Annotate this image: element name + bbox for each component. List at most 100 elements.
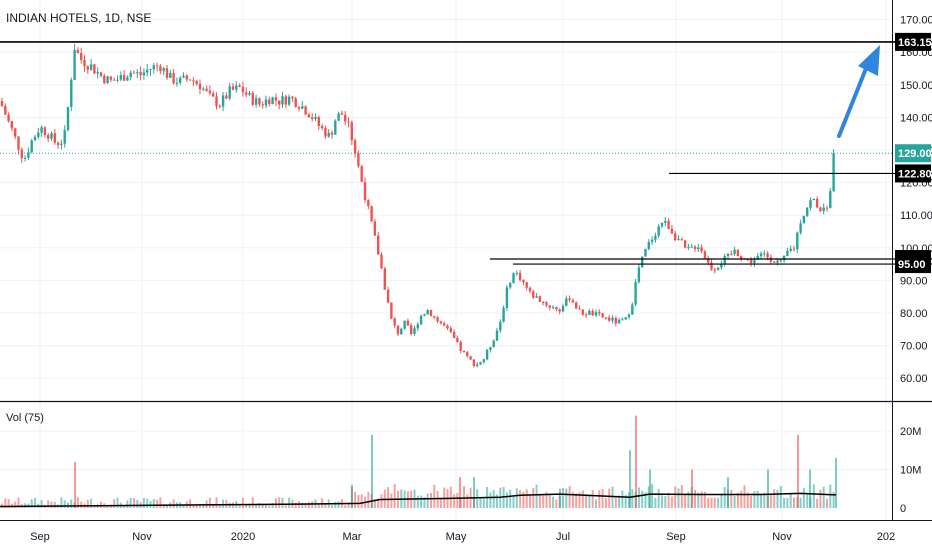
candle-body bbox=[677, 239, 680, 241]
candle-body bbox=[317, 117, 320, 126]
target-arrow bbox=[837, 45, 880, 138]
candle-body bbox=[390, 302, 393, 319]
candle-body bbox=[324, 127, 327, 137]
candle-body bbox=[162, 68, 165, 72]
volume-bar bbox=[565, 488, 568, 508]
time-tick-label: Jul bbox=[556, 531, 570, 543]
candle-body bbox=[703, 251, 707, 259]
price-tick-label: 90.00 bbox=[900, 275, 928, 287]
candle-body bbox=[489, 347, 492, 350]
candle-body bbox=[598, 312, 601, 314]
volume-bar bbox=[17, 497, 20, 508]
candle-body bbox=[221, 95, 225, 107]
volume-bar bbox=[797, 434, 799, 508]
candle-body bbox=[806, 207, 809, 216]
volume-bar bbox=[608, 488, 611, 508]
candle-body bbox=[716, 267, 720, 270]
volume-bar bbox=[281, 497, 284, 508]
volume-bar bbox=[4, 498, 7, 508]
volume-bar bbox=[258, 503, 261, 508]
volume-bar bbox=[136, 499, 139, 508]
candle-body bbox=[155, 65, 159, 67]
candle-body bbox=[555, 307, 558, 310]
candle-body bbox=[627, 314, 631, 318]
candle-body bbox=[697, 247, 700, 250]
candle-body bbox=[443, 323, 446, 326]
candle-body bbox=[225, 95, 228, 99]
candle-body bbox=[116, 79, 119, 81]
volume-bar bbox=[123, 505, 126, 508]
candle-body bbox=[502, 307, 505, 322]
volume-bar bbox=[34, 497, 36, 508]
candle-body bbox=[14, 128, 17, 137]
candle-body bbox=[400, 328, 403, 335]
candle-body bbox=[274, 97, 278, 101]
price-tick-label: 110.00 bbox=[900, 210, 932, 222]
volume-bar bbox=[763, 492, 766, 508]
candle-body bbox=[50, 133, 53, 139]
volume-bar bbox=[476, 489, 479, 508]
volume-bar bbox=[829, 484, 832, 508]
candle-body bbox=[179, 77, 182, 83]
volume-bar bbox=[238, 504, 241, 508]
candle-body bbox=[776, 260, 779, 263]
volume-bar bbox=[664, 496, 667, 508]
candle-body bbox=[314, 117, 317, 120]
candle-body bbox=[518, 272, 522, 280]
volume-bar bbox=[133, 498, 135, 508]
candle-body bbox=[218, 106, 221, 108]
chart-title: INDIAN HOTELS, 1D, NSE bbox=[6, 11, 152, 25]
candle-body bbox=[644, 249, 647, 257]
candle-body bbox=[403, 320, 406, 329]
volume-bar bbox=[760, 494, 762, 508]
candle-body bbox=[650, 239, 654, 242]
candle-body bbox=[551, 307, 555, 309]
candle-body bbox=[749, 259, 753, 264]
candle-body bbox=[106, 76, 109, 83]
volume-bar bbox=[63, 500, 66, 508]
volume-bar bbox=[162, 504, 165, 508]
candle-body bbox=[172, 72, 175, 84]
candle-body bbox=[228, 86, 231, 99]
volume-bar bbox=[717, 497, 720, 508]
volume-bar bbox=[166, 505, 168, 508]
candle-body bbox=[736, 249, 740, 257]
candle-body bbox=[753, 259, 756, 264]
volume-bar bbox=[241, 497, 244, 508]
candle-body bbox=[825, 207, 829, 209]
candle-body bbox=[278, 100, 281, 105]
volume-bar bbox=[106, 505, 109, 508]
candle-body bbox=[291, 96, 294, 99]
volume-bar bbox=[545, 491, 548, 508]
candle-body bbox=[271, 97, 274, 104]
level-tag-122-80-box bbox=[895, 164, 931, 183]
candle-body bbox=[575, 302, 578, 309]
volume-bar bbox=[255, 505, 258, 508]
arrow-shaft bbox=[837, 64, 869, 138]
candle-body bbox=[241, 86, 245, 93]
candle-body bbox=[416, 324, 419, 329]
candle-body bbox=[637, 267, 641, 283]
candle-body bbox=[505, 287, 509, 308]
candle-body bbox=[548, 305, 551, 308]
volume-bar bbox=[126, 500, 129, 508]
candle-body bbox=[96, 72, 99, 74]
candle-body bbox=[30, 140, 33, 153]
volume-bar bbox=[367, 491, 370, 508]
volume-bar bbox=[473, 477, 475, 508]
volume-bar bbox=[93, 505, 96, 508]
volume-bar bbox=[192, 504, 195, 508]
volume-bar bbox=[426, 493, 429, 508]
volume-bar bbox=[783, 497, 786, 508]
candle-body bbox=[433, 316, 436, 318]
volume-bar bbox=[307, 502, 310, 508]
level-tag-95-00: 95.00 bbox=[895, 255, 931, 274]
candle-body bbox=[40, 127, 43, 133]
volume-bar bbox=[360, 494, 363, 508]
candles bbox=[0, 43, 837, 508]
volume-bar bbox=[641, 490, 644, 508]
volume-bar bbox=[743, 485, 746, 508]
candle-body bbox=[198, 83, 202, 90]
